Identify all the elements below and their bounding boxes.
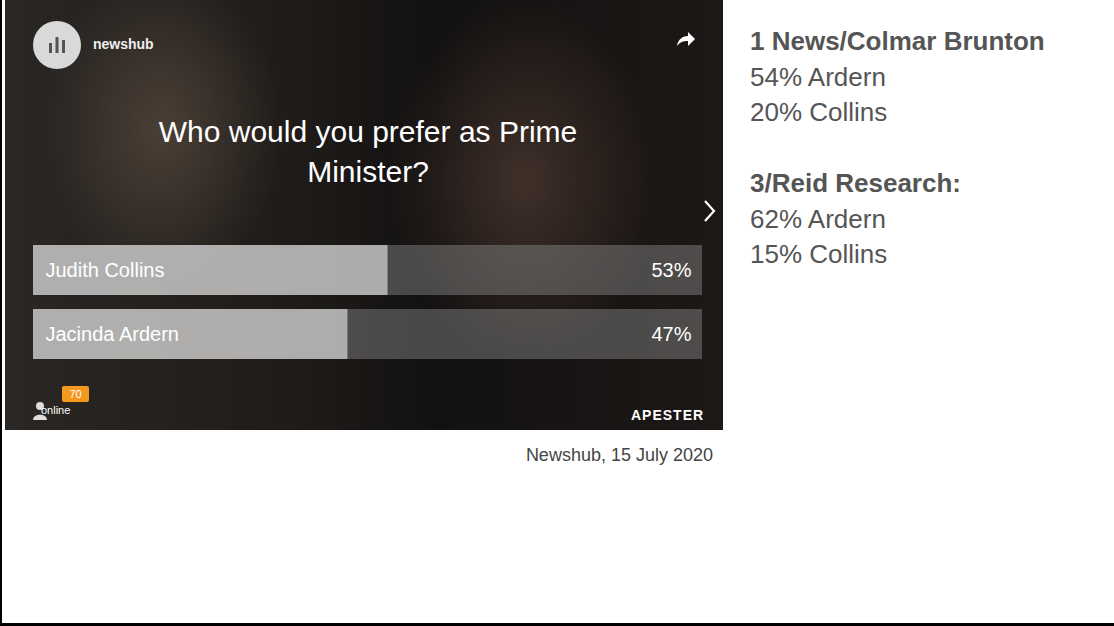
svg-text:Jacinda Ardern: Jacinda Ardern bbox=[46, 323, 179, 345]
html-text:APESTER: APESTER bbox=[631, 407, 705, 423]
html-text:3/Reid Research:: 3/Reid Research: bbox=[750, 168, 961, 198]
html-text:online: online bbox=[41, 404, 71, 416]
svg-text:53%: 53% bbox=[651, 259, 691, 281]
html-text:62% Ardern: 62% Ardern bbox=[750, 203, 886, 234]
html-text:70: 70 bbox=[69, 388, 82, 400]
html-text:54% Ardern: 54% Ardern bbox=[750, 61, 886, 92]
html-text:1 News/Colmar Brunton: 1 News/Colmar Brunton bbox=[750, 26, 1045, 56]
html-text:15% Collins: 15% Collins bbox=[750, 239, 888, 269]
html-text:Who would you prefer as Prime: Who would you prefer as Prime Minister? bbox=[158, 115, 578, 188]
html-text:Newshub, 15 July 2020: Newshub, 15 July 2020 bbox=[525, 445, 713, 465]
svg-text:Judith Collins: Judith Collins bbox=[46, 259, 165, 281]
html-text:20% Collins: 20% Collins bbox=[750, 97, 888, 127]
svg-text:47%: 47% bbox=[651, 323, 691, 345]
html-text:newshub: newshub bbox=[93, 36, 154, 52]
